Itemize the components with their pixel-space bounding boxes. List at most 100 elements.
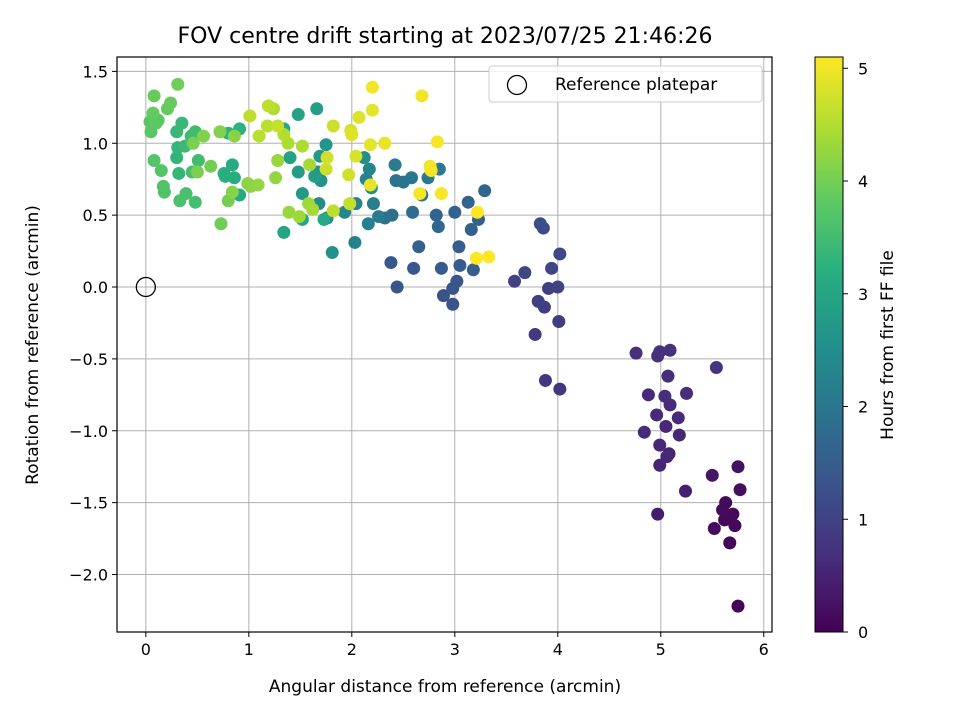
data-point: [653, 345, 667, 359]
data-point: [147, 154, 161, 167]
data-point: [728, 519, 742, 533]
data-point: [637, 425, 651, 439]
y-tick-label: −2.0: [69, 566, 108, 585]
legend-entry-label: Reference platepar: [555, 75, 717, 95]
data-point: [319, 138, 333, 152]
data-point: [260, 119, 274, 133]
colorbar-tick-label: 0: [858, 623, 868, 642]
data-point: [271, 119, 285, 133]
data-point: [277, 225, 291, 239]
data-point: [317, 212, 331, 226]
legend: Reference platepar: [488, 65, 763, 103]
y-axis-label: Rotation from reference (arcmin): [23, 205, 43, 485]
data-point: [663, 343, 677, 357]
data-point: [661, 369, 675, 383]
data-point: [283, 151, 297, 165]
data-point: [326, 119, 340, 133]
data-point: [405, 171, 419, 185]
colorbar: 0 1 2 3 4 5 Hours from first FF file: [814, 56, 898, 642]
data-point: [429, 208, 443, 222]
data-point: [170, 151, 184, 165]
legend-open-circle-icon: [506, 74, 528, 96]
data-point: [413, 187, 427, 201]
data-point: [345, 128, 359, 142]
x-tick-label: 4: [553, 640, 563, 659]
data-point: [306, 202, 320, 216]
x-tick-label: 2: [347, 640, 357, 659]
data-point: [629, 346, 643, 360]
data-point: [188, 195, 202, 209]
data-point: [173, 194, 187, 208]
data-point: [482, 250, 496, 264]
colorbar-tick-label: 5: [858, 59, 868, 78]
data-point: [678, 484, 692, 498]
data-point: [552, 315, 566, 328]
plot-frame: [116, 56, 773, 633]
data-point: [217, 166, 231, 180]
data-point: [303, 158, 317, 172]
colorbar-tick-label: 4: [858, 172, 868, 191]
data-point: [651, 507, 665, 521]
y-tick-label: −1.5: [69, 494, 108, 513]
data-point: [186, 136, 200, 150]
data-point: [214, 217, 228, 231]
data-point: [388, 158, 402, 172]
data-point: [156, 179, 170, 193]
data-point: [362, 162, 376, 176]
y-tick-label: 0.0: [83, 278, 108, 297]
data-point: [660, 450, 674, 464]
data-point: [365, 103, 379, 117]
data-point: [147, 89, 161, 103]
data-point: [310, 102, 324, 116]
chart-title: FOV centre drift starting at 2023/07/25 …: [178, 24, 713, 49]
data-point: [434, 261, 448, 275]
y-tick-label: 0.5: [83, 206, 108, 225]
data-point: [342, 168, 356, 182]
x-tick-label: 5: [656, 640, 666, 659]
data-point: [326, 204, 340, 218]
data-point: [269, 171, 283, 185]
y-axis: −2.0 −1.5 −1.0 −0.5 0.0 0.5 1.0 1.5: [69, 62, 117, 585]
colorbar-tick-label: 3: [858, 285, 868, 304]
data-point: [343, 197, 357, 211]
y-tick-label: 1.5: [83, 62, 108, 81]
data-point: [190, 165, 204, 179]
colorbar-tick-label: 1: [858, 510, 868, 529]
data-point: [470, 205, 484, 219]
data-point: [243, 109, 257, 123]
data-point: [478, 184, 492, 198]
data-point: [378, 136, 392, 150]
x-tick-label: 0: [141, 640, 151, 659]
data-point: [464, 223, 478, 236]
data-point: [292, 210, 306, 224]
x-axis: 0 1 2 3 4 5 6: [141, 632, 769, 659]
colorbar-gradient: [814, 56, 844, 633]
data-point: [325, 246, 339, 259]
data-point: [731, 599, 745, 613]
data-point: [154, 164, 168, 178]
y-tick-label: 1.0: [83, 134, 108, 153]
data-point: [469, 251, 483, 265]
data-point: [466, 263, 480, 277]
data-point: [671, 411, 685, 425]
colorbar-label: Hours from first FF file: [878, 250, 898, 440]
x-tick-label: 3: [450, 640, 460, 659]
data-point: [348, 235, 362, 249]
data-point: [349, 149, 363, 163]
data-point: [653, 438, 667, 452]
data-point: [308, 169, 322, 183]
data-point: [553, 247, 567, 261]
data-point: [407, 261, 421, 275]
data-point: [705, 468, 719, 482]
data-point: [291, 165, 305, 179]
data-point: [434, 187, 448, 201]
data-point: [406, 205, 420, 219]
data-point: [452, 240, 466, 254]
colorbar-ticks: 0 1 2 3 4 5: [843, 59, 868, 642]
legend-box: [488, 65, 763, 103]
data-point: [650, 408, 664, 422]
data-point: [363, 178, 377, 192]
data-point: [436, 289, 450, 303]
data-point: [197, 129, 211, 143]
data-point: [282, 205, 296, 219]
